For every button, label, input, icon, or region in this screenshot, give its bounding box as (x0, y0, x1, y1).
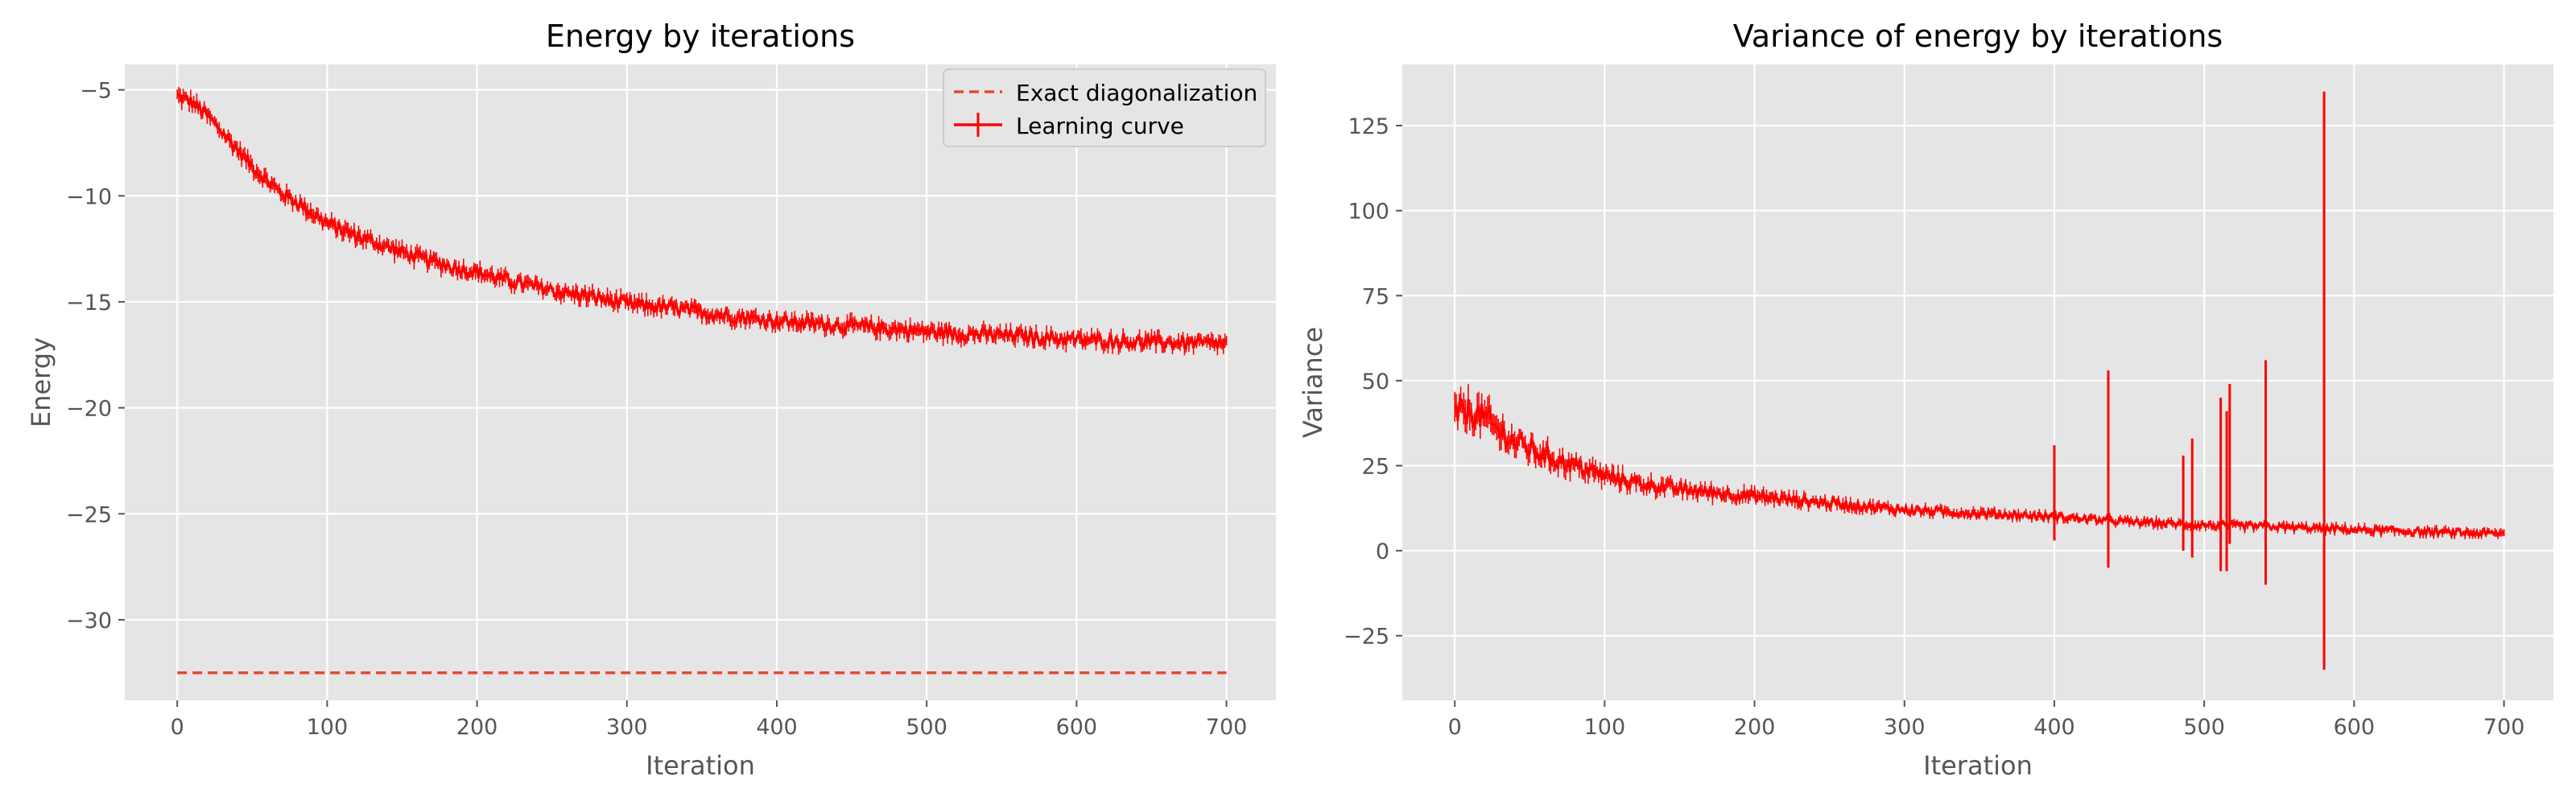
energy-y-axis-label: Energy (26, 337, 56, 427)
energy-ticks: 0 100 200 300 400 500 600 700 −5 −10 −15 −20 −25 −30 (66, 79, 1247, 740)
energy-chart: 0 100 200 300 400 500 600 700−5−10−15−20−25−30 … (26, 19, 1276, 781)
legend-learning-label: Learning curve (1016, 113, 1184, 139)
x-tick-label: 400 (756, 715, 798, 740)
x-tick-label: 600 (2334, 715, 2376, 740)
variance-line (1454, 396, 2504, 540)
variance-x-axis-label: Iteration (1923, 750, 2033, 781)
x-tick-label: 200 (456, 715, 498, 740)
energy-grid (125, 64, 1276, 700)
variance-plot-area (1402, 64, 2553, 700)
energy-x-axis-label: Iteration (646, 750, 755, 781)
x-tick-label: 100 (307, 715, 349, 740)
y-tick-label: −5 (80, 79, 112, 104)
x-tick-label: 700 (2483, 715, 2525, 740)
x-tick-label: 100 (1584, 715, 1626, 740)
variance-chart-title: Variance of energy by iterations (1733, 19, 2223, 54)
x-tick-label: 0 (171, 715, 184, 740)
x-tick-label: 0 (1448, 715, 1462, 740)
y-tick-label: −30 (66, 609, 112, 634)
y-tick-label: 100 (1348, 200, 1389, 225)
y-tick-label: −25 (66, 502, 112, 527)
x-tick-label: 300 (1884, 715, 1926, 740)
x-tick-label: 600 (1056, 715, 1098, 740)
y-tick-label: −20 (66, 397, 112, 422)
legend-exact-label: Exact diagonalization (1016, 80, 1257, 106)
y-tick-label: −15 (66, 291, 112, 316)
x-tick-label: 200 (1734, 715, 1776, 740)
variance-chart: 0 100 200 300 400 500 600 700 125 100 75 50 25 0 −25 V… (1298, 19, 2553, 781)
y-tick-label: 75 (1362, 284, 1389, 309)
energy-legend: Exact diagonalization Learning curve (943, 68, 1266, 147)
energy-series-group (176, 87, 1228, 675)
y-tick-label: −10 (66, 184, 112, 209)
x-tick-label: 700 (1206, 715, 1248, 740)
legend-box (943, 68, 1266, 147)
learning-curve-line (176, 93, 1227, 353)
x-tick-label: 300 (606, 715, 648, 740)
y-tick-label: 25 (1362, 455, 1389, 480)
variance-y-axis-label: Variance (1298, 327, 1328, 438)
x-tick-label: 500 (906, 715, 947, 740)
y-tick-label: 125 (1348, 114, 1389, 139)
variance-ticks: 0 100 200 300 400 500 600 700 125 100 75 50 25 0 −25 (1344, 114, 2524, 740)
y-tick-label: 0 (1376, 539, 1389, 564)
x-tick-label: 500 (2183, 715, 2225, 740)
variance-series-group (1454, 91, 2505, 670)
y-tick-label: 50 (1362, 369, 1389, 394)
energy-plot-area (125, 64, 1276, 700)
y-tick-label: −25 (1344, 625, 1389, 650)
energy-chart-title: Energy by iterations (546, 19, 855, 54)
x-tick-label: 400 (2033, 715, 2075, 740)
